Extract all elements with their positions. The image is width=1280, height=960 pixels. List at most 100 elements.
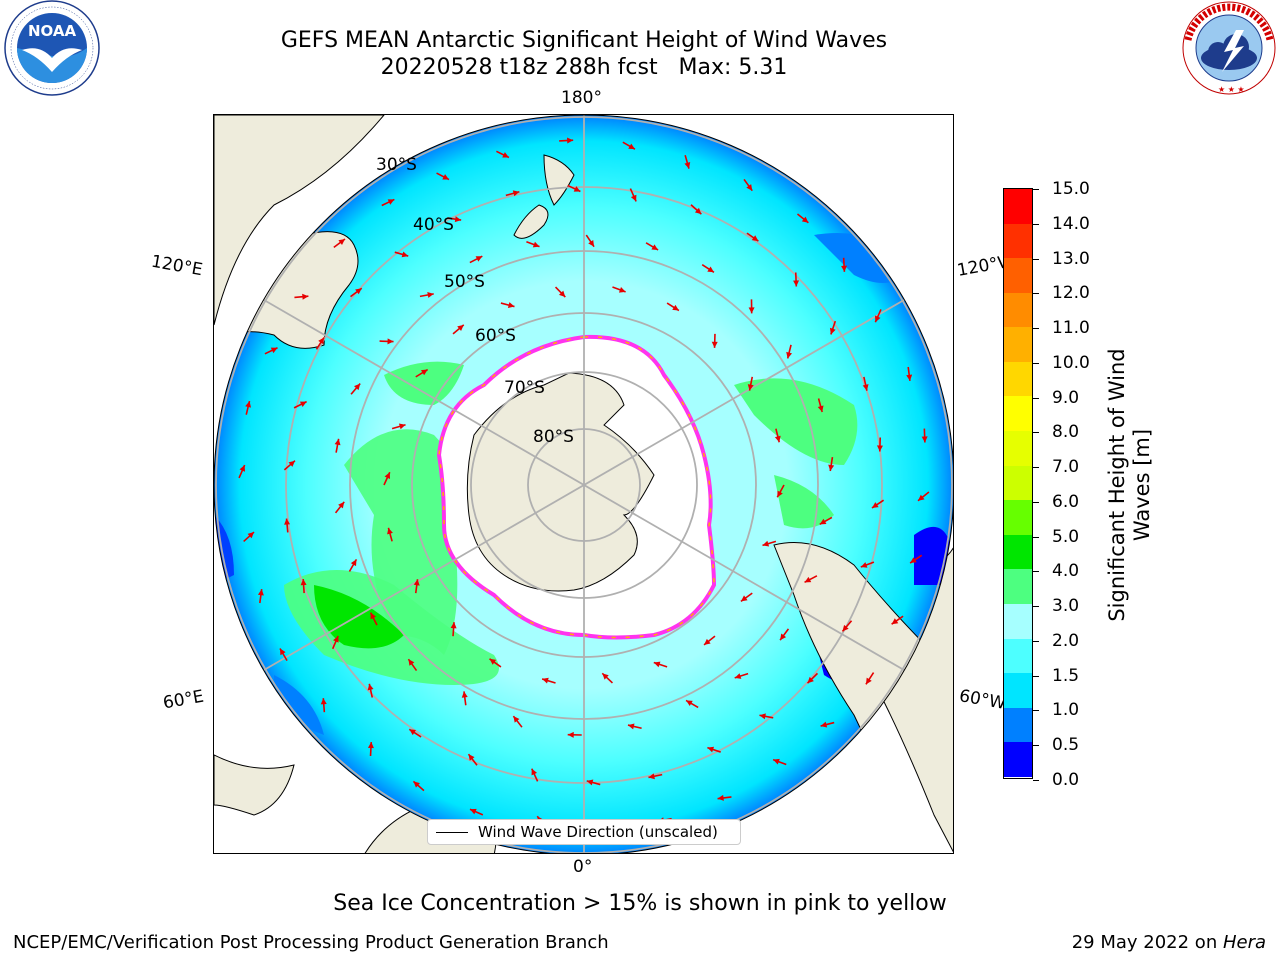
wave-arrow-head bbox=[408, 659, 415, 666]
colorbar-bin bbox=[1004, 189, 1032, 224]
colorbar-tick-label: 1.0 bbox=[1052, 700, 1080, 721]
wave-arrow-head bbox=[740, 595, 748, 602]
wave-arrow-head bbox=[468, 754, 475, 761]
wave-arrow-head bbox=[288, 460, 295, 467]
wave-arrow-head bbox=[247, 532, 255, 539]
wave-arrow-head bbox=[628, 143, 635, 150]
colorbar-label: Significant Height of Wind Waves [m] bbox=[1105, 348, 1154, 622]
wave-arrow-head bbox=[413, 781, 420, 788]
nws-logo: ★ ★ ★ bbox=[1182, 1, 1276, 95]
wave-arrow-head bbox=[618, 286, 626, 293]
lon-label-120e: 120°E bbox=[149, 251, 205, 281]
colorbar-bin bbox=[1004, 603, 1032, 639]
wave-arrow-head bbox=[759, 713, 766, 720]
wave-arrow-head bbox=[762, 540, 770, 547]
colorbar-tick-mark bbox=[1033, 710, 1039, 712]
legend-line bbox=[436, 832, 468, 833]
colorbar-tick-label: 9.0 bbox=[1052, 387, 1080, 408]
wave-arrow-head bbox=[777, 490, 783, 498]
wave-arrow-head bbox=[355, 288, 362, 295]
wave-arrow-head bbox=[334, 438, 341, 446]
colorbar-tick-mark bbox=[1033, 745, 1039, 747]
wave-arrow-head bbox=[910, 557, 917, 564]
wave-arrow-head bbox=[387, 338, 394, 345]
wave-arrow-head bbox=[707, 746, 715, 753]
lat-label-60s: 60°S bbox=[475, 326, 516, 346]
wave-arrow-head bbox=[627, 723, 635, 730]
lat-label-30s: 30°S bbox=[376, 155, 417, 175]
wave-arrow-head bbox=[588, 240, 595, 247]
wave-arrow-head bbox=[279, 648, 286, 656]
wave-arrow-head bbox=[401, 251, 409, 258]
wave-arrow-head bbox=[398, 423, 406, 430]
colorbar-tick-label: 0.5 bbox=[1052, 735, 1080, 756]
wave-arrow-head bbox=[387, 527, 393, 535]
colorbar-tick-label: 3.0 bbox=[1052, 596, 1080, 617]
colorbar-tick-mark bbox=[1033, 397, 1039, 399]
wave-arrow-head bbox=[270, 347, 278, 354]
colorbar-tick-mark bbox=[1033, 432, 1039, 434]
wave-arrow-head bbox=[367, 683, 374, 691]
wave-arrow-head bbox=[245, 401, 252, 408]
colorbar-bin bbox=[1004, 361, 1032, 397]
wave-arrow-head bbox=[507, 302, 515, 308]
wave-arrow-head bbox=[384, 472, 391, 479]
colorbar-tick-label: 5.0 bbox=[1052, 526, 1080, 547]
colorbar-tick-label: 0.0 bbox=[1052, 770, 1080, 790]
wave-arrow-head bbox=[871, 502, 879, 508]
svg-text:★ ★ ★: ★ ★ ★ bbox=[1218, 85, 1245, 94]
colorbar-bin bbox=[1004, 465, 1032, 501]
wave-arrow-head bbox=[817, 405, 824, 413]
wave-arrow-head bbox=[567, 137, 574, 144]
wave-arrow-head bbox=[239, 465, 246, 472]
colorbar-bin bbox=[1004, 431, 1032, 466]
wave-arrow-head bbox=[807, 676, 814, 684]
colorbar-tick-label: 8.0 bbox=[1052, 422, 1080, 443]
wave-arrow-head bbox=[694, 207, 702, 215]
colorbar-tick-mark bbox=[1033, 467, 1039, 469]
wave-arrow-head bbox=[338, 501, 345, 509]
wave-arrow-head bbox=[450, 622, 457, 629]
wave-arrow-head bbox=[469, 808, 477, 815]
colorbar-bin bbox=[1004, 673, 1032, 708]
colorbar-tick-label: 6.0 bbox=[1052, 491, 1080, 512]
colorbar-tick-label: 2.0 bbox=[1052, 630, 1080, 651]
colorbar-bin bbox=[1004, 534, 1032, 570]
colorbar-bin bbox=[1004, 742, 1032, 777]
map-subtitle: 20220528 t18z 288h fcst Max: 5.31 bbox=[380, 55, 788, 80]
wave-arrow-head bbox=[427, 291, 434, 298]
footer-host: Hera bbox=[1222, 932, 1266, 953]
colorbar-tick-mark bbox=[1033, 189, 1039, 190]
wave-arrow-head bbox=[300, 579, 307, 586]
wave-arrow-head bbox=[367, 742, 374, 749]
colorbar-bin bbox=[1004, 396, 1032, 432]
lat-label-50s: 50°S bbox=[444, 272, 485, 292]
map-legend: Wind Wave Direction (unscaled) bbox=[427, 819, 741, 845]
wave-arrow-head bbox=[862, 384, 869, 391]
colorbar-tick-mark bbox=[1033, 571, 1039, 573]
wave-arrow-head bbox=[804, 576, 812, 583]
wave-arrow-head bbox=[333, 635, 339, 643]
colorbar-bin bbox=[1004, 500, 1032, 535]
wave-arrow-head bbox=[672, 304, 679, 311]
wave-arrow-head bbox=[387, 199, 395, 205]
colorbar-tick-label: 1.5 bbox=[1052, 665, 1080, 686]
colorbar-tick-mark bbox=[1033, 258, 1039, 260]
lat-label-40s: 40°S bbox=[413, 215, 454, 235]
wave-arrow-head bbox=[746, 184, 753, 191]
wave-arrow-head bbox=[370, 612, 377, 620]
noaa-logo: NOAA bbox=[4, 0, 100, 96]
wave-arrow-head bbox=[780, 633, 787, 641]
wave-arrow-head bbox=[531, 768, 537, 776]
colorbar-tick-label: 11.0 bbox=[1052, 318, 1090, 339]
wave-arrow-head bbox=[875, 315, 881, 323]
wave-arrow-head bbox=[829, 327, 836, 335]
lon-label-60e: 60°E bbox=[161, 686, 206, 714]
wave-arrow-head bbox=[653, 661, 661, 668]
wave-arrow-head bbox=[876, 445, 883, 452]
legend-label: Wind Wave Direction (unscaled) bbox=[478, 823, 718, 841]
wave-arrow-head bbox=[413, 579, 420, 586]
colorbar-bin bbox=[1004, 327, 1032, 362]
wave-arrow-head bbox=[573, 186, 581, 192]
polar-map[interactable]: 30°S 40°S 50°S 60°S 70°S 80°S bbox=[213, 114, 954, 854]
